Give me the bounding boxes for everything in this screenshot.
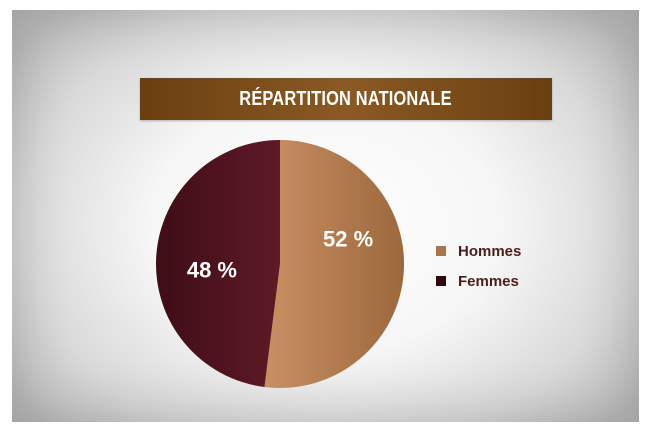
pie-slice-hommes <box>264 140 404 388</box>
legend-swatch-hommes <box>436 246 446 256</box>
pie-slice-femmes <box>155 140 280 388</box>
chart-title: RÉPARTITION NATIONALE <box>239 87 453 110</box>
slice-label-femmes: 48 % <box>187 258 237 283</box>
title-banner: RÉPARTITION NATIONALE <box>140 78 552 120</box>
legend-label-hommes: Hommes <box>458 243 521 260</box>
legend-label-femmes: Femmes <box>458 273 519 290</box>
legend-swatch-femmes <box>436 276 446 286</box>
slice-label-hommes: 52 % <box>323 226 373 251</box>
